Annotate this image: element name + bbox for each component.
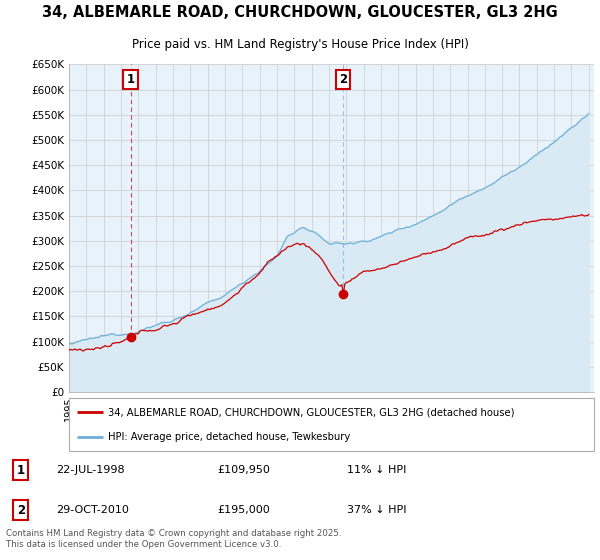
Text: 1: 1 (17, 464, 25, 477)
Text: Price paid vs. HM Land Registry's House Price Index (HPI): Price paid vs. HM Land Registry's House … (131, 38, 469, 50)
Text: 34, ALBEMARLE ROAD, CHURCHDOWN, GLOUCESTER, GL3 2HG: 34, ALBEMARLE ROAD, CHURCHDOWN, GLOUCEST… (42, 6, 558, 20)
Text: 1: 1 (127, 73, 134, 86)
Text: HPI: Average price, detached house, Tewkesbury: HPI: Average price, detached house, Tewk… (109, 432, 350, 442)
Text: 37% ↓ HPI: 37% ↓ HPI (347, 505, 407, 515)
Text: £109,950: £109,950 (218, 465, 271, 475)
Text: 11% ↓ HPI: 11% ↓ HPI (347, 465, 406, 475)
Text: 22-JUL-1998: 22-JUL-1998 (56, 465, 125, 475)
Text: 2: 2 (339, 73, 347, 86)
Text: Contains HM Land Registry data © Crown copyright and database right 2025.
This d: Contains HM Land Registry data © Crown c… (6, 529, 341, 549)
Text: 2: 2 (17, 504, 25, 517)
FancyBboxPatch shape (69, 398, 594, 451)
Text: £195,000: £195,000 (218, 505, 271, 515)
Text: 29-OCT-2010: 29-OCT-2010 (56, 505, 129, 515)
Text: 34, ALBEMARLE ROAD, CHURCHDOWN, GLOUCESTER, GL3 2HG (detached house): 34, ALBEMARLE ROAD, CHURCHDOWN, GLOUCEST… (109, 408, 515, 418)
